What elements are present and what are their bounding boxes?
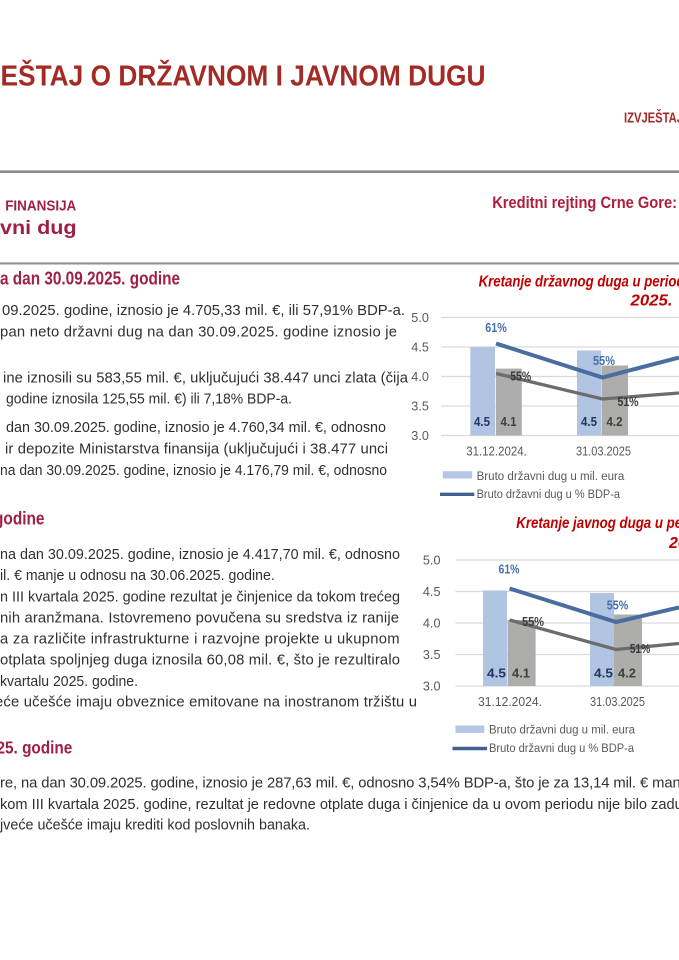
svg-text:55%: 55%	[522, 614, 544, 629]
svg-text:a dan 30.09.2025. godine: a dan 30.09.2025. godine	[0, 269, 180, 289]
svg-text:ir depozite Ministarstva finan: ir depozite Ministarstva finansija (uklj…	[5, 442, 388, 458]
svg-text:3.5: 3.5	[411, 399, 429, 414]
svg-text:3.0: 3.0	[411, 428, 429, 443]
svg-text:4.5: 4.5	[423, 584, 441, 599]
svg-text:25. godine: 25. godine	[0, 738, 72, 758]
svg-text:Kreditni rejting Crne Gore:: Kreditni rejting Crne Gore:	[492, 194, 677, 212]
svg-text:20: 20	[668, 535, 679, 552]
svg-text:4.5: 4.5	[594, 666, 614, 681]
svg-text:vni dug: vni dug	[0, 218, 77, 239]
svg-text:55%: 55%	[607, 598, 629, 613]
svg-text:4.5: 4.5	[474, 414, 491, 429]
svg-text:51%: 51%	[630, 641, 651, 656]
svg-text:jveće učešće imaju krediti kod: jveće učešće imaju krediti kod poslovnih…	[0, 818, 310, 834]
svg-text:4.0: 4.0	[411, 369, 429, 384]
svg-text:Bruto državni dug u % BDP-a: Bruto državni dug u % BDP-a	[489, 741, 634, 755]
svg-text:31.03.2025: 31.03.2025	[590, 694, 645, 709]
svg-text:a za različite infrastrukturne: a za različite infrastrukturne i razvojn…	[0, 632, 400, 648]
svg-text:2025.: 2025.	[629, 293, 672, 310]
svg-text:IZVJEŠTAJ: IZVJEŠTAJ	[624, 108, 679, 126]
svg-text:31.12.2024.: 31.12.2024.	[466, 444, 527, 459]
svg-text:5.0: 5.0	[423, 553, 441, 568]
svg-text:godine iznosila 125,55 mil. €): godine iznosila 125,55 mil. €) ili 7,18%…	[6, 391, 292, 407]
svg-text:godine: godine	[0, 509, 45, 529]
svg-text:61%: 61%	[485, 320, 507, 335]
svg-text:n III kvartala 2025. godine re: n III kvartala 2025. godine rezultat je …	[0, 589, 400, 605]
svg-text:4.5: 4.5	[581, 414, 598, 429]
svg-text:ine iznosili su 583,55 mil. €,: ine iznosili su 583,55 mil. €, uključuju…	[3, 370, 409, 386]
svg-text:3.0: 3.0	[423, 679, 441, 694]
svg-text:31.12.2024.: 31.12.2024.	[478, 694, 542, 709]
svg-text:Kretanje državnog duga u perio: Kretanje državnog duga u periodu	[479, 274, 679, 291]
svg-text:4.2: 4.2	[607, 414, 623, 429]
svg-text:il. € manje u odnosu na 30.06.: il. € manje u odnosu na 30.06.2025. godi…	[0, 568, 275, 584]
svg-text:4.1: 4.1	[501, 414, 518, 429]
svg-text:na dan 30.09.2025. godine, izn: na dan 30.09.2025. godine, iznosio je 4.…	[0, 463, 387, 479]
svg-text:Bruto državni dug u mil. eura: Bruto državni dug u mil. eura	[477, 469, 625, 483]
svg-text:4.2: 4.2	[618, 666, 636, 681]
svg-text:pan neto državni dug na dan 30: pan neto državni dug na dan 30.09.2025. …	[0, 324, 397, 340]
svg-text:EŠTAJ O DRŽAVNOM I JAVNOM DUGU: EŠTAJ O DRŽAVNOM I JAVNOM DUGU	[1, 59, 486, 93]
svg-text:dan 30.09.2025. godine, iznosi: dan 30.09.2025. godine, iznosio je 4.760…	[6, 420, 386, 436]
svg-text:nih aranžmana. Istovremeno pov: nih aranžmana. Istovremeno povučena su s…	[0, 611, 399, 627]
svg-text:eće učešće imaju obveznice emi: eće učešće imaju obveznice emitovane na …	[0, 695, 417, 711]
svg-text:re, na dan 30.09.2025. godine,: re, na dan 30.09.2025. godine, iznosio j…	[0, 776, 679, 792]
svg-text:4.5: 4.5	[487, 666, 507, 681]
svg-text:4.1: 4.1	[512, 666, 531, 681]
svg-text:09.2025. godine, iznosio je 4.: 09.2025. godine, iznosio je 4.705,33 mil…	[2, 303, 405, 319]
svg-text:Kretanje javnog duga u periodu: Kretanje javnog duga u periodu	[516, 515, 679, 532]
svg-text:3.5: 3.5	[423, 647, 441, 662]
svg-text:Bruto državni dug u mil. eura: Bruto državni dug u mil. eura	[489, 723, 635, 737]
svg-text:na dan 30.09.2025. godine, izn: na dan 30.09.2025. godine, iznosio je 4.…	[0, 547, 400, 563]
svg-text:61%: 61%	[499, 562, 520, 577]
svg-text:kvartalu 2025. godine.: kvartalu 2025. godine.	[0, 674, 138, 690]
svg-text:FINANSIJA: FINANSIJA	[5, 199, 76, 215]
svg-text:55%: 55%	[593, 353, 615, 368]
svg-text:55%: 55%	[510, 369, 531, 384]
svg-text:otplata spoljnjeg duga iznosil: otplata spoljnjeg duga iznosila 60,08 mi…	[0, 653, 400, 669]
svg-text:5.0: 5.0	[411, 310, 429, 325]
svg-text:31.03.2025: 31.03.2025	[576, 444, 631, 459]
svg-text:Bruto državni dug u % BDP-a: Bruto državni dug u % BDP-a	[477, 487, 621, 501]
svg-text:4.0: 4.0	[423, 616, 441, 631]
svg-text:kom III kvartala 2025. godine,: kom III kvartala 2025. godine, rezultat …	[0, 797, 679, 813]
svg-text:51%: 51%	[618, 394, 639, 409]
svg-text:4.5: 4.5	[411, 340, 429, 355]
